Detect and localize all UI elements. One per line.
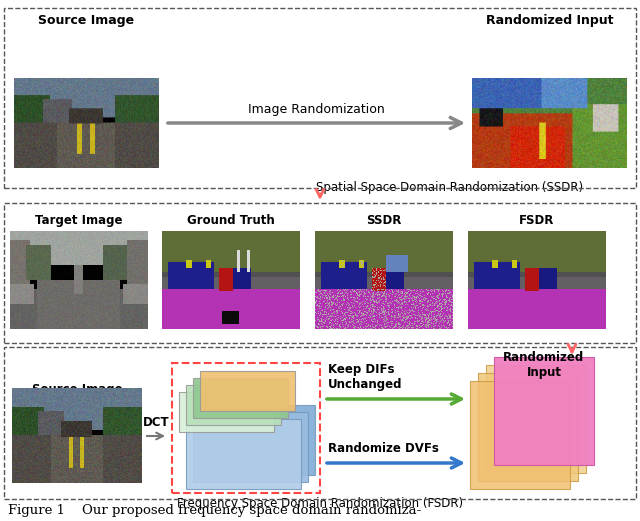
Text: Target Image: Target Image: [35, 214, 123, 227]
Bar: [200, 371, 295, 411]
Bar: [486, 365, 586, 473]
Text: Source Image: Source Image: [32, 383, 122, 396]
Bar: [470, 381, 570, 489]
Text: Frequency Space Domain Randomization (FSDR): Frequency Space Domain Randomization (FS…: [177, 497, 463, 510]
Bar: [200, 405, 315, 475]
Text: Source Image: Source Image: [38, 14, 134, 27]
Bar: [179, 392, 274, 432]
Bar: [186, 385, 281, 425]
Bar: [4, 203, 636, 343]
Bar: [172, 363, 320, 493]
Text: SSDR: SSDR: [366, 214, 402, 227]
Bar: [4, 347, 636, 499]
Bar: [478, 373, 578, 481]
Text: Figure 1    Our proposed frequency space domain randomiza-: Figure 1 Our proposed frequency space do…: [8, 504, 421, 517]
Text: Randomize DVFs: Randomize DVFs: [328, 442, 439, 455]
Text: FSDR: FSDR: [519, 214, 555, 227]
Text: Ground Truth: Ground Truth: [187, 214, 275, 227]
Bar: [494, 357, 594, 465]
Text: Randomized
Input: Randomized Input: [504, 351, 584, 379]
Bar: [193, 412, 308, 482]
Text: Randomized Input: Randomized Input: [486, 14, 614, 27]
Bar: [186, 419, 301, 489]
Text: DCT: DCT: [143, 416, 170, 429]
Text: Keep DIFs
Unchanged: Keep DIFs Unchanged: [328, 363, 403, 391]
Bar: [193, 378, 288, 418]
Text: Image Randomization: Image Randomization: [248, 103, 385, 116]
Text: Spatial Space Domain Randomization (SSDR): Spatial Space Domain Randomization (SSDR…: [316, 181, 584, 194]
Bar: [4, 8, 636, 188]
